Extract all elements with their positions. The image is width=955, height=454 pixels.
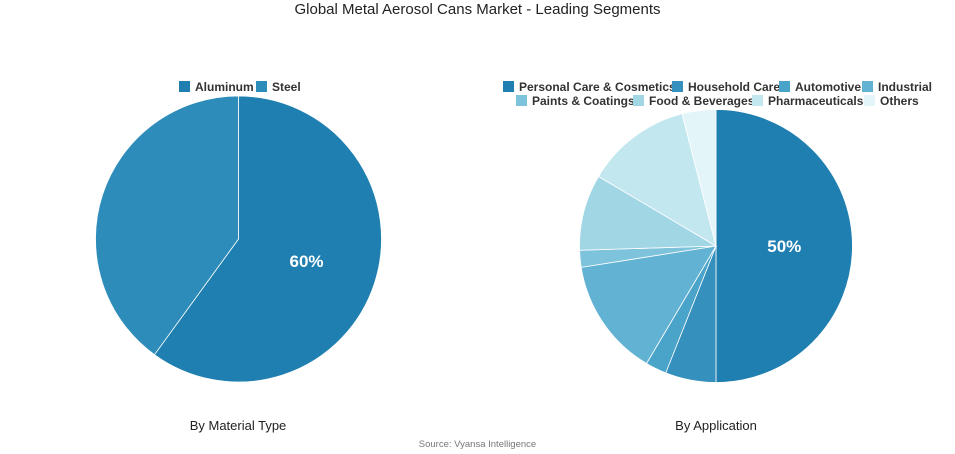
legend-label-industrial: Industrial (878, 80, 932, 94)
page-title: Global Metal Aerosol Cans Market - Leadi… (294, 1, 661, 18)
pie-slice-pharmaceuticals (597, 113, 717, 247)
legend-label-steel: Steel (272, 80, 301, 94)
pie-slice-personal-care-and-cosmetics (715, 109, 853, 383)
source-note: Source: Vyansa Intelligence (418, 439, 537, 450)
application-pie (579, 109, 853, 383)
pie-slice-others (681, 109, 717, 247)
pie-slice-aluminum (153, 95, 382, 383)
legend-label-aluminum: Aluminum (195, 80, 254, 94)
legend-swatch-personal-care-and-cosmetics (503, 81, 514, 92)
pie-slice-steel (95, 95, 239, 356)
application-legend: Personal Care & Cosmetics Household Care A… (503, 80, 932, 108)
material-legend: Aluminum Steel (179, 80, 301, 94)
material-pie (95, 95, 382, 383)
slice-label-personal-care-and-cosmetics: 50% (767, 237, 801, 256)
legend-swatch-steel (256, 81, 267, 92)
legend-label-paints-and-coatings: Paints & Coatings (532, 94, 635, 108)
legend-label-automotive: Automotive (795, 80, 861, 94)
legend-swatch-aluminum (179, 81, 190, 92)
legend-label-personal-care-and-cosmetics: Personal Care & Cosmetics (519, 80, 676, 94)
legend-swatch-automotive (779, 81, 790, 92)
legend-label-household-care: Household Care (688, 80, 780, 94)
legend-swatch-industrial (862, 81, 873, 92)
slice-label-aluminum: 60% (289, 252, 323, 271)
legend-swatch-paints-and-coatings (516, 95, 527, 106)
legend-swatch-food-and-beverages (633, 95, 644, 106)
application-pie-labels: 50% (767, 237, 801, 256)
legend-swatch-others (864, 95, 875, 106)
application-chart-caption: By Application (675, 418, 757, 433)
legend-label-food-and-beverages: Food & Beverages (649, 94, 755, 108)
legend-label-others: Others (880, 94, 919, 108)
material-chart-caption: By Material Type (189, 418, 287, 433)
legend-label-pharmaceuticals: Pharmaceuticals (768, 94, 864, 108)
pie-slice-industrial (580, 245, 717, 365)
legend-swatch-household-care (672, 81, 683, 92)
legend-swatch-pharmaceuticals (752, 95, 763, 106)
material-pie-labels: 60% (289, 252, 323, 271)
